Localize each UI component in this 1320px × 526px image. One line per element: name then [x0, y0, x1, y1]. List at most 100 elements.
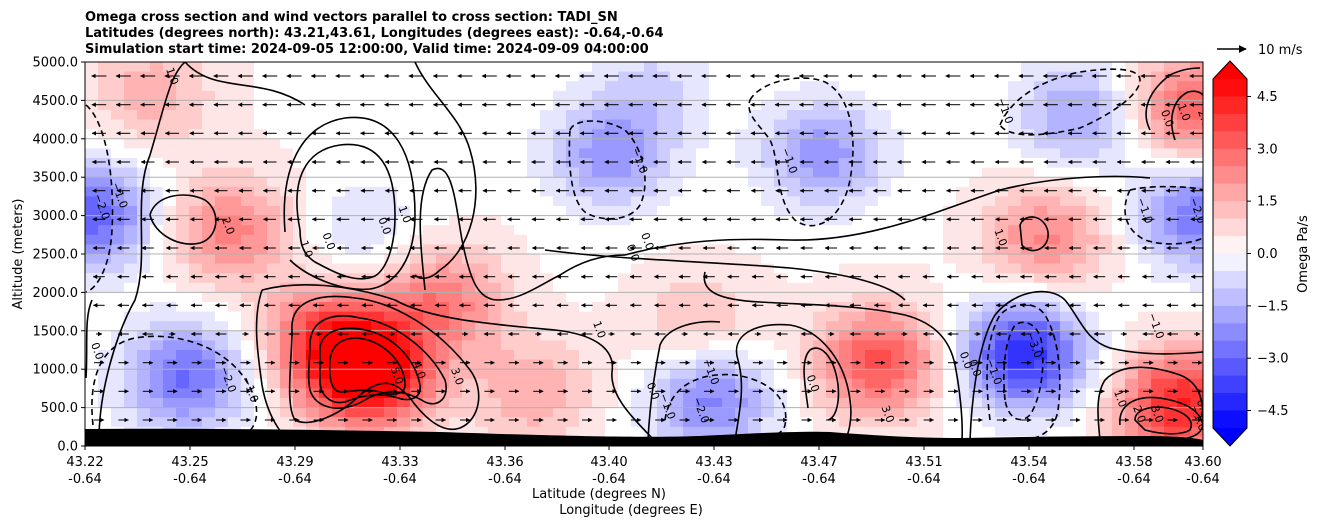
heat-cell	[839, 407, 853, 418]
heat-cell	[969, 340, 983, 351]
heat-cell	[488, 388, 502, 399]
contour-label: 0.0	[957, 350, 975, 371]
heat-cell	[878, 158, 892, 169]
heat-cell	[969, 302, 983, 313]
title-line-1: Omega cross section and wind vectors par…	[85, 10, 618, 25]
heat-cell	[683, 177, 697, 188]
heat-cell	[917, 81, 931, 92]
heat-cell	[280, 292, 294, 303]
heat-cell	[501, 398, 515, 409]
heat-cell	[228, 177, 242, 188]
heat-cell	[1008, 71, 1022, 82]
heat-cell	[215, 225, 229, 236]
heat-cell	[761, 369, 775, 380]
heat-cell	[878, 378, 892, 389]
heat-cell	[1125, 398, 1139, 409]
heat-cell	[618, 100, 632, 111]
heat-cell	[618, 186, 632, 197]
heat-cell	[241, 282, 255, 293]
heat-cell	[462, 311, 476, 322]
heat-cell	[514, 100, 528, 111]
heat-cell	[579, 292, 593, 303]
heat-cell	[293, 81, 307, 92]
heat-cell	[1138, 292, 1152, 303]
heat-cell	[930, 225, 944, 236]
heat-cell	[241, 417, 255, 428]
heat-cell	[293, 62, 307, 73]
heat-cell	[683, 263, 697, 274]
colorbar-band	[1213, 96, 1247, 115]
heat-cell	[176, 369, 190, 380]
heat-cell	[176, 292, 190, 303]
heat-cell	[748, 225, 762, 236]
heat-cell	[488, 273, 502, 284]
heat-cell	[85, 90, 99, 101]
heat-cell	[150, 254, 164, 265]
heat-cell	[241, 62, 255, 73]
heat-cell	[1190, 215, 1203, 226]
heat-cell	[761, 388, 775, 399]
contour-1-right-loop	[1019, 216, 1049, 252]
heat-cell	[709, 311, 723, 322]
heat-cell	[982, 369, 996, 380]
heat-cell	[878, 90, 892, 101]
heat-cell	[514, 282, 528, 293]
heat-cell	[735, 177, 749, 188]
heat-cell	[1060, 177, 1074, 188]
heat-cell	[1034, 167, 1048, 178]
heat-cell	[241, 234, 255, 245]
heat-cell	[813, 215, 827, 226]
contour-label: 2.0	[219, 215, 237, 236]
contour-negative-center-dashed-a	[568, 120, 646, 220]
heat-cell	[1177, 369, 1191, 380]
heat-cell	[618, 215, 632, 226]
x-tick-label-lat: 43.47	[800, 455, 837, 470]
heat-cell	[150, 234, 164, 245]
heat-cell	[228, 282, 242, 293]
heat-cell	[943, 148, 957, 159]
heat-cell	[358, 90, 372, 101]
heat-cell	[657, 282, 671, 293]
heat-cell	[969, 81, 983, 92]
heat-cell	[1008, 282, 1022, 293]
heat-cell	[1099, 282, 1113, 293]
heat-cell	[735, 129, 749, 140]
heat-cell	[501, 263, 515, 274]
heat-cell	[696, 186, 710, 197]
heat-cell	[1047, 254, 1061, 265]
heat-cell	[98, 321, 112, 332]
heat-cell	[1021, 90, 1035, 101]
heat-cell	[1099, 177, 1113, 188]
heat-cell	[722, 177, 736, 188]
heat-cell	[930, 292, 944, 303]
heat-cell	[475, 110, 489, 121]
heat-cell	[865, 273, 879, 284]
heat-cell	[774, 110, 788, 121]
heat-cell	[306, 225, 320, 236]
heat-cell	[527, 100, 541, 111]
heat-cell	[813, 407, 827, 418]
heat-cell	[176, 148, 190, 159]
heat-cell	[462, 369, 476, 380]
y-axis: 0.0500.01000.01500.02000.02500.03000.035…	[33, 56, 85, 455]
heat-cell	[1086, 388, 1100, 399]
heat-cell	[215, 263, 229, 274]
heat-cell	[1164, 62, 1178, 73]
heat-cell	[553, 426, 567, 437]
heat-cell	[956, 167, 970, 178]
heat-cell	[696, 359, 710, 370]
heat-cell	[176, 90, 190, 101]
heat-cell	[501, 407, 515, 418]
heat-cell	[254, 388, 268, 399]
heat-cell	[436, 254, 450, 265]
y-tick-label: 4000.0	[33, 132, 79, 147]
x-tick-label-lat: 43.29	[276, 455, 313, 470]
heat-cell	[1060, 292, 1074, 303]
heat-cell	[423, 100, 437, 111]
heat-cell	[1034, 282, 1048, 293]
heat-cell	[891, 71, 905, 82]
heat-cell	[475, 330, 489, 341]
heat-cell	[1034, 254, 1048, 265]
heat-cell	[917, 359, 931, 370]
heat-cell	[488, 119, 502, 130]
